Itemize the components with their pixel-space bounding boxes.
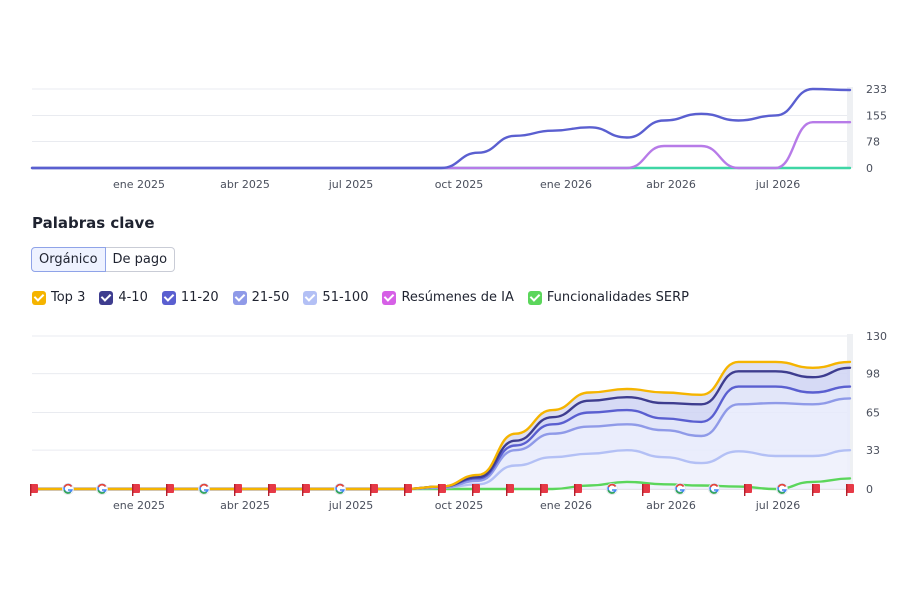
flag-icon[interactable] <box>540 484 548 496</box>
google-icon[interactable] <box>708 483 720 495</box>
area-band <box>32 398 850 489</box>
y-tick-label: 78 <box>866 136 880 149</box>
flag-icon[interactable] <box>506 484 514 496</box>
google-icon[interactable] <box>606 483 618 495</box>
legend-label: Funcionalidades SERP <box>546 290 689 305</box>
google-icon[interactable] <box>674 483 686 495</box>
flag-icon[interactable] <box>166 484 174 496</box>
legend-label: 4-10 <box>118 290 148 305</box>
legend-item-resumenes-ia[interactable]: Resúmenes de IA <box>382 290 514 305</box>
checkbox-icon <box>99 290 114 305</box>
flag-icon[interactable] <box>642 484 650 496</box>
legend-label: 11-20 <box>180 290 219 305</box>
y-tick-label: 98 <box>866 368 880 381</box>
area-band <box>32 386 850 489</box>
x-tick-label: abr 2025 <box>220 499 270 512</box>
x-tick-label: oct 2025 <box>435 178 484 191</box>
area-band <box>32 361 850 489</box>
section-title: Palabras clave <box>32 214 155 232</box>
legend-item-51-100[interactable]: 51-100 <box>303 290 368 305</box>
legend-item-top3[interactable]: Top 3 <box>32 290 85 305</box>
y-tick-label: 233 <box>866 83 887 96</box>
flag-icon[interactable] <box>234 484 242 496</box>
y-tick-label: 155 <box>866 109 887 122</box>
flag-icon[interactable] <box>846 484 854 496</box>
legend-item-funcionalidades-serp[interactable]: Funcionalidades SERP <box>527 290 689 305</box>
flag-icon[interactable] <box>744 484 752 496</box>
google-icon[interactable] <box>198 483 210 495</box>
x-tick-label: ene 2026 <box>540 499 592 512</box>
checkbox-icon <box>232 290 247 305</box>
top-chart: 233 155 78 0 ene 2025 abr 2025 jul 2025 oct 202… <box>30 83 887 191</box>
google-icon[interactable] <box>96 483 108 495</box>
series-line[interactable] <box>30 87 852 170</box>
area-band <box>32 450 850 489</box>
flag-icon[interactable] <box>30 484 38 496</box>
legend-item-21-50[interactable]: 21-50 <box>232 290 290 305</box>
x-tick-label: ene 2025 <box>113 499 165 512</box>
flag-icon[interactable] <box>574 484 582 496</box>
checkbox-icon <box>382 290 397 305</box>
y-tick-label: 130 <box>866 330 887 343</box>
y-tick-label: 33 <box>866 444 880 457</box>
flag-icon[interactable] <box>268 484 276 496</box>
x-tick-label: ene 2025 <box>113 178 165 191</box>
flag-icon[interactable] <box>370 484 378 496</box>
legend-label: 51-100 <box>322 290 369 305</box>
legend-label: Top 3 <box>51 290 86 305</box>
x-tick-label: abr 2026 <box>646 499 696 512</box>
legend-item-11-20[interactable]: 11-20 <box>161 290 219 305</box>
y-tick-label: 0 <box>866 483 873 496</box>
flag-icon[interactable] <box>438 484 446 496</box>
tab-de-pago[interactable]: De pago <box>105 247 176 272</box>
bottom-chart: 130 98 65 33 0 ene 2025 abr 2025 jul 2025 oct 20… <box>30 330 887 512</box>
flag-icon[interactable] <box>812 484 820 496</box>
checkbox-icon <box>32 290 46 305</box>
edge-band <box>847 87 853 168</box>
legend-label: Resúmenes de IA <box>401 290 514 305</box>
y-tick-label: 0 <box>866 162 873 175</box>
google-icon[interactable] <box>62 483 74 495</box>
tab-organico[interactable]: Orgánico <box>31 247 106 272</box>
x-tick-label: jul 2025 <box>328 499 374 512</box>
legend-label: 21-50 <box>251 290 290 305</box>
google-icon[interactable] <box>334 483 346 495</box>
x-tick-label: jul 2026 <box>755 178 801 191</box>
legend-item-4-10[interactable]: 4-10 <box>99 290 148 305</box>
area-band <box>32 367 850 489</box>
checkbox-icon <box>161 290 176 305</box>
x-tick-label: ene 2026 <box>540 178 592 191</box>
x-tick-label: abr 2025 <box>220 178 270 191</box>
x-tick-label: jul 2025 <box>328 178 374 191</box>
y-tick-label: 65 <box>866 407 880 420</box>
x-tick-label: oct 2025 <box>435 499 484 512</box>
flag-icon[interactable] <box>404 484 412 496</box>
google-icon[interactable] <box>776 483 788 495</box>
tab-group: Orgánico De pago <box>31 247 176 272</box>
flag-icon[interactable] <box>132 484 140 496</box>
series-line[interactable] <box>30 121 852 170</box>
legend: Top 3 4-10 11-20 21-50 51-100 Resúmenes … <box>32 290 703 305</box>
x-tick-label: jul 2026 <box>755 499 801 512</box>
checkbox-icon <box>303 290 318 305</box>
flag-icon[interactable] <box>302 484 310 496</box>
checkbox-icon <box>527 290 542 305</box>
x-tick-label: abr 2026 <box>646 178 696 191</box>
flag-icon[interactable] <box>472 484 480 496</box>
